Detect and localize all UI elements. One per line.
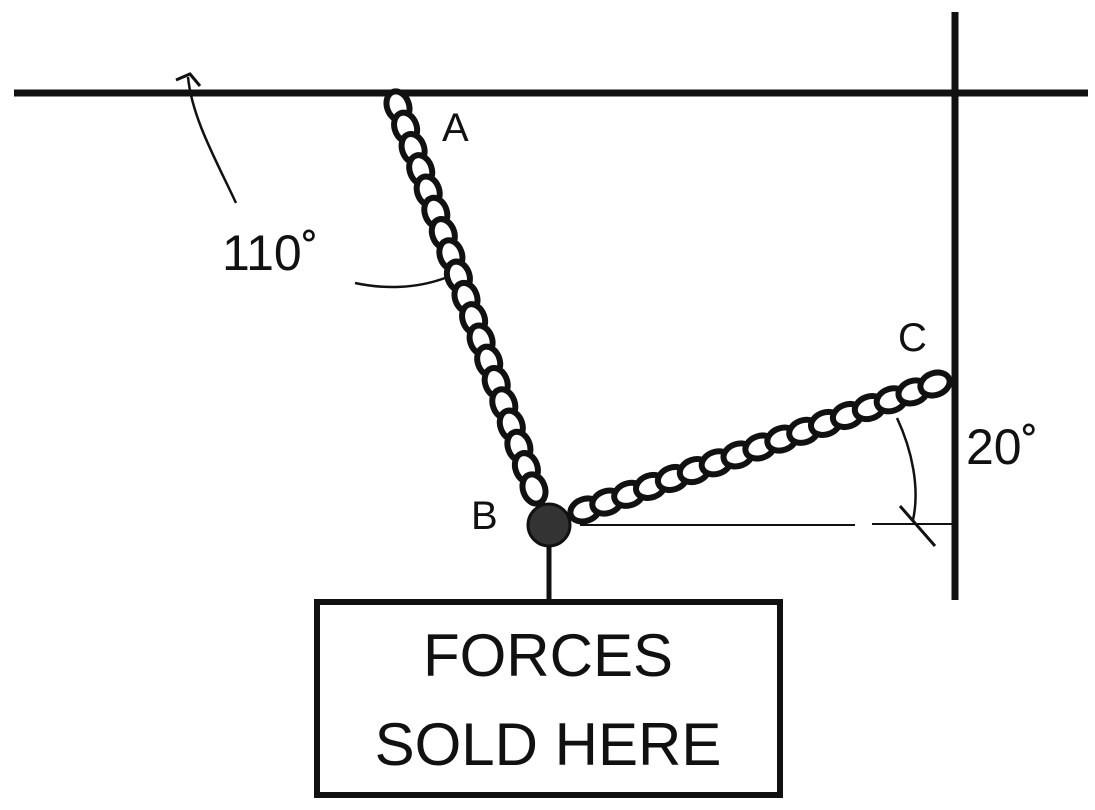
angle-label-a: 110˚ bbox=[222, 225, 318, 281]
angle-arc-c bbox=[895, 417, 917, 521]
point-label-c: C bbox=[898, 316, 927, 360]
chain-ab bbox=[383, 88, 549, 507]
angle-arrowhead-a bbox=[175, 72, 202, 87]
chain-bc-link bbox=[917, 369, 953, 399]
knot-b bbox=[526, 502, 572, 548]
angle-label-c: 20˚ bbox=[966, 419, 1038, 475]
angle-arc-a-lower bbox=[354, 276, 446, 289]
point-label-a: A bbox=[442, 106, 469, 150]
point-label-b: B bbox=[471, 494, 498, 538]
chain-ab-link bbox=[519, 471, 549, 507]
angle-arrowhead-c bbox=[898, 505, 937, 547]
sign-box bbox=[314, 599, 783, 798]
sign-line-1: FORCES bbox=[423, 622, 673, 689]
chain-bc bbox=[567, 369, 953, 525]
sign-line-2: SOLD HERE bbox=[375, 711, 722, 778]
angle-arc-a bbox=[186, 76, 238, 204]
